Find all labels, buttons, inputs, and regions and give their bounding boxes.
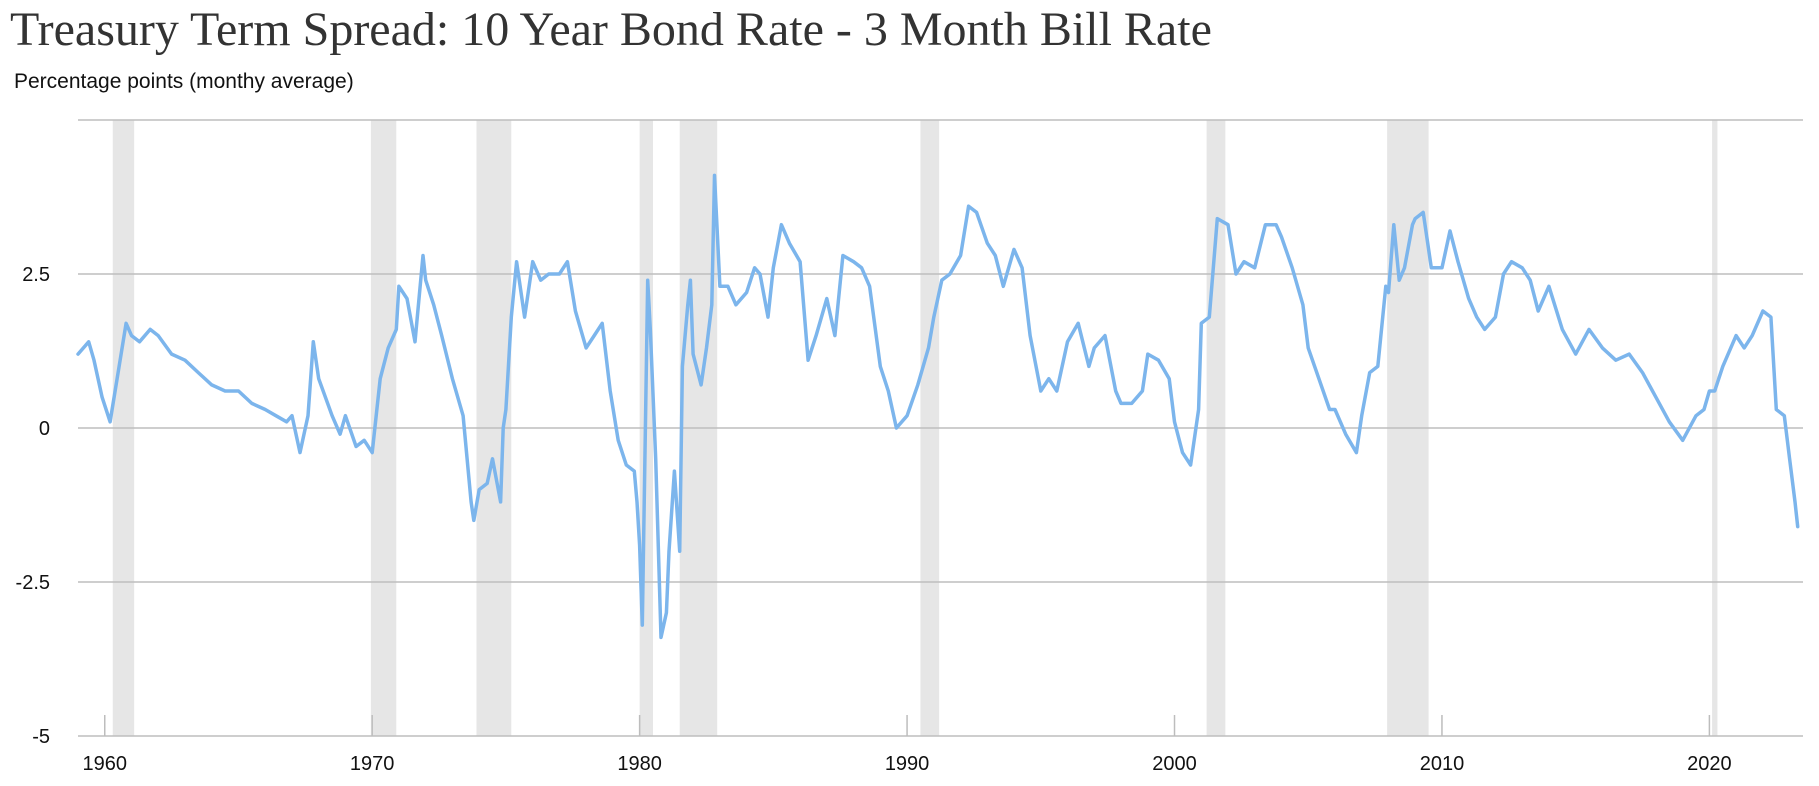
y-tick-label: -5 (32, 726, 50, 748)
series-line-0 (76, 173, 1800, 640)
y-tick-label: 0 (39, 418, 50, 440)
x-tick-label: 2020 (1687, 753, 1732, 775)
x-tick-label: 2000 (1152, 753, 1197, 775)
x-tick-label: 1970 (350, 753, 395, 775)
y-tick-label: -2.5 (16, 572, 50, 594)
y-tick-label: 2.5 (22, 264, 50, 286)
y-axis: -5 -2.5 0 2.5 (16, 264, 50, 748)
x-axis: 1960 1970 1980 1990 2000 2010 2020 (82, 715, 1732, 775)
series-layer (76, 173, 1800, 640)
chart-title: Treasury Term Spread: 10 Year Bond Rate … (10, 3, 1212, 56)
chart-subtitle: Percentage points (monthy average) (14, 70, 354, 93)
x-tick-label: 2010 (1420, 753, 1465, 775)
x-tick-label: 1960 (82, 753, 127, 775)
x-tick-label: 1980 (617, 753, 662, 775)
x-tick-label: 1990 (885, 753, 930, 775)
gridlines (78, 119, 1803, 737)
